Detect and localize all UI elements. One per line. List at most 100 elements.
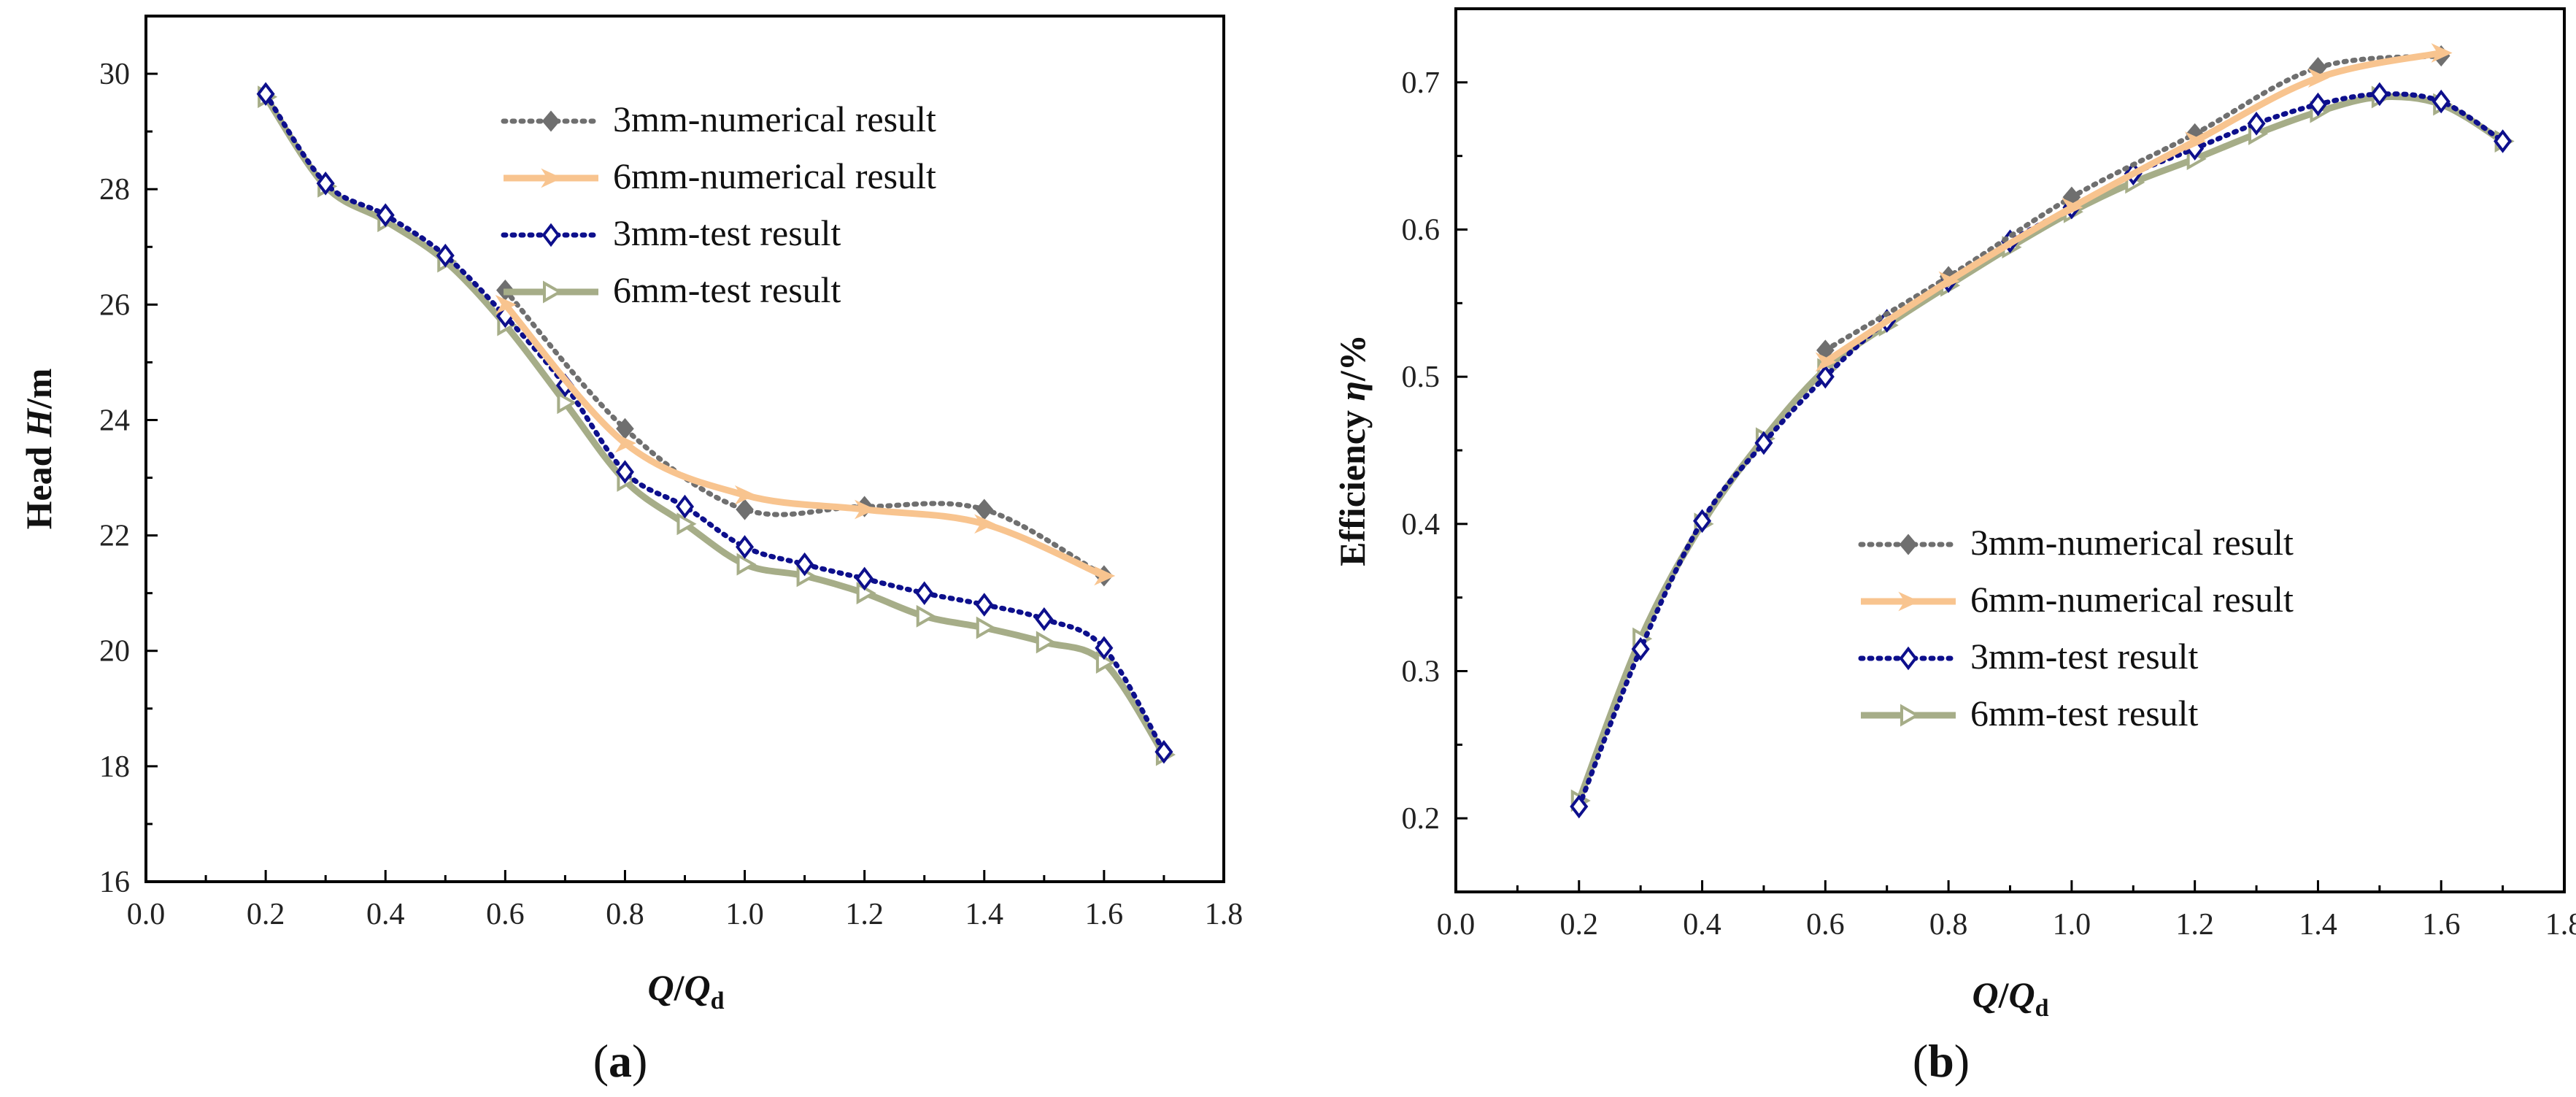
panel-a-series-1 bbox=[495, 295, 1116, 586]
panel-a-data-point bbox=[915, 581, 934, 605]
panel-b-xlabel-q: Q bbox=[1972, 974, 1998, 1015]
panel-a-legend-item: 3mm-numerical result bbox=[501, 99, 936, 139]
panel-b-data-point bbox=[2431, 43, 2453, 63]
panel-b-legend-label: 3mm-numerical result bbox=[1970, 522, 2294, 563]
panel-b-data-point bbox=[2494, 129, 2513, 153]
panel-a-xlabel-q: Q bbox=[647, 967, 674, 1008]
panel-b-legend-item: 6mm-numerical result bbox=[1861, 579, 2294, 620]
panel-b-series-0 bbox=[1816, 45, 2450, 361]
panel-a-ytick-label: 16 bbox=[99, 866, 130, 899]
panel-a-grid-ticks: 0.0 0.2 0.4 0.6 0.8 1.0 1.2 1.4 1.6 1.8 16 18 20 22 24… bbox=[99, 58, 1243, 931]
panel-b-series-line bbox=[1823, 50, 2442, 365]
panel-b-xtick-label: 1.2 bbox=[2175, 908, 2214, 942]
panel-a-data-point bbox=[736, 499, 754, 520]
panel-b-xtick-label: 0.4 bbox=[1683, 908, 1721, 942]
panel-a-legend-item: 3mm-test result bbox=[501, 212, 841, 253]
panel-a-xlabel-qd: Q bbox=[684, 967, 710, 1008]
panel-b-xtick-label: 1.0 bbox=[2053, 908, 2091, 942]
panel-a-series-line bbox=[502, 288, 1107, 579]
panel-b-data-point bbox=[2370, 82, 2389, 107]
panel-b-legend-marker bbox=[1899, 646, 1918, 671]
panel-b-ylabel-symbol: η bbox=[1332, 381, 1373, 401]
panel-a-label: (a) bbox=[593, 1035, 648, 1087]
panel-a-legend-marker bbox=[543, 280, 563, 304]
panel-b-legend-marker bbox=[1898, 591, 1920, 612]
panel-b-label-letter: b bbox=[1928, 1035, 1954, 1087]
panel-a-xlabel-subscript: d bbox=[711, 988, 725, 1015]
panel-a-ytick-label: 30 bbox=[99, 58, 130, 91]
panel-b-ylabel-prefix: Efficiency bbox=[1332, 401, 1373, 566]
panel-a-xtick-label: 1.2 bbox=[845, 898, 884, 931]
panel-b-xlabel-subscript: d bbox=[2035, 995, 2049, 1022]
panel-a-data-point bbox=[736, 535, 755, 559]
panel-b-legend-label: 6mm-test result bbox=[1970, 693, 2199, 734]
panel-a-series-line bbox=[263, 95, 1167, 757]
panel-b-ytick-label: 0.5 bbox=[1402, 361, 1441, 394]
panel-b-ylabel-suffix: /% bbox=[1332, 334, 1373, 382]
panel-a-legend-label: 3mm-numerical result bbox=[613, 99, 936, 139]
panel-b-series-line bbox=[1822, 53, 2444, 353]
panel-a-legend-label: 3mm-test result bbox=[613, 212, 841, 253]
panel-a-data-point bbox=[436, 243, 455, 268]
panel-b-legend-label: 6mm-numerical result bbox=[1970, 579, 2294, 620]
panel-b-xlabel-sep: / bbox=[1998, 974, 2010, 1015]
panel-a-data-point bbox=[675, 494, 695, 519]
panel-a-series-line bbox=[263, 91, 1167, 755]
panel-a-xtick-label: 0.4 bbox=[366, 898, 405, 931]
panel-a-ylabel: Head H/m bbox=[18, 369, 59, 530]
panel-a-data-point bbox=[316, 172, 335, 196]
panel-a-ytick-label: 18 bbox=[99, 750, 130, 784]
panel-a-data-point bbox=[557, 391, 577, 415]
panel-a-xtick-label: 0.0 bbox=[127, 898, 166, 931]
panel-b-data-point bbox=[2185, 131, 2207, 151]
panel-a-xtick-label: 1.0 bbox=[725, 898, 764, 931]
panel-a-ytick-label: 22 bbox=[99, 520, 130, 553]
panel-b-ytick-label: 0.2 bbox=[1402, 802, 1441, 836]
panel-b-xlabel: Q/Qd bbox=[1972, 974, 2048, 1022]
panel-a-data-point bbox=[614, 433, 636, 453]
panel-b-data-point bbox=[1631, 636, 1650, 661]
panel-a-data-point bbox=[974, 514, 996, 534]
panel-b-xtick-label: 0.6 bbox=[1806, 908, 1845, 942]
panel-a-xlabel: Q/Qd bbox=[647, 967, 724, 1015]
panel-a-xlabel-sep: / bbox=[674, 967, 685, 1008]
panel-b-ytick-label: 0.3 bbox=[1402, 655, 1441, 689]
panel-a-data-point bbox=[736, 553, 757, 576]
panel-a-legend-marker bbox=[541, 110, 560, 132]
panel-b-label: (b) bbox=[1913, 1035, 1970, 1087]
panel-b-plot-frame bbox=[1454, 7, 2566, 893]
panel-a-ytick-label: 26 bbox=[99, 288, 130, 322]
panel-a-label-letter: a bbox=[609, 1035, 632, 1087]
panel-a-data-point bbox=[495, 295, 517, 315]
panel-b-data-point bbox=[2308, 92, 2327, 117]
panel-b-xtick-label: 1.4 bbox=[2299, 908, 2337, 942]
panel-b-xtick-label: 1.8 bbox=[2545, 908, 2576, 942]
panel-a-ytick-label: 20 bbox=[99, 635, 130, 669]
panel-b-xtick-label: 0.2 bbox=[1560, 908, 1599, 942]
panel-a-data-point bbox=[975, 499, 994, 520]
panel-a-series-2 bbox=[256, 82, 1173, 764]
panel-b-legend-label: 3mm-test result bbox=[1970, 636, 2199, 677]
panel-b-series-1 bbox=[1815, 43, 2453, 372]
panel-b-ytick-label: 0.6 bbox=[1402, 214, 1441, 247]
panel-a-xtick-label: 1.4 bbox=[965, 898, 1004, 931]
panel-a-legend-marker bbox=[541, 168, 563, 188]
panel-a-legend-label: 6mm-numerical result bbox=[613, 155, 936, 196]
panel-a-ylabel-suffix: /m bbox=[18, 369, 59, 410]
panel-b-data-point bbox=[1693, 509, 1712, 534]
panel-a-data-point bbox=[734, 485, 756, 505]
panel-b-xtick-label: 0.8 bbox=[1929, 908, 1968, 942]
panel-a-data-point bbox=[855, 566, 874, 591]
panel-a-series-line bbox=[502, 302, 1106, 580]
panel-a-data-point bbox=[1094, 566, 1116, 586]
panel-a-data-point bbox=[855, 499, 876, 520]
panel-b-data-point bbox=[1570, 794, 1589, 819]
panel-b: 0.0 0.2 0.4 0.6 0.8 1.0 1.2 1.4 1.6 1.8 0.2 0.3 0.4 0… bbox=[1332, 7, 2576, 1087]
panel-a-legend-item: 6mm-test result bbox=[504, 269, 841, 310]
panel-a-legend-label: 6mm-test result bbox=[613, 269, 841, 310]
panel-b-data-point bbox=[1938, 271, 1960, 291]
panel-a-legend-marker bbox=[541, 223, 560, 247]
panel-a-ylabel-symbol: H bbox=[18, 407, 59, 438]
panel-a-ytick-label: 28 bbox=[99, 173, 130, 207]
